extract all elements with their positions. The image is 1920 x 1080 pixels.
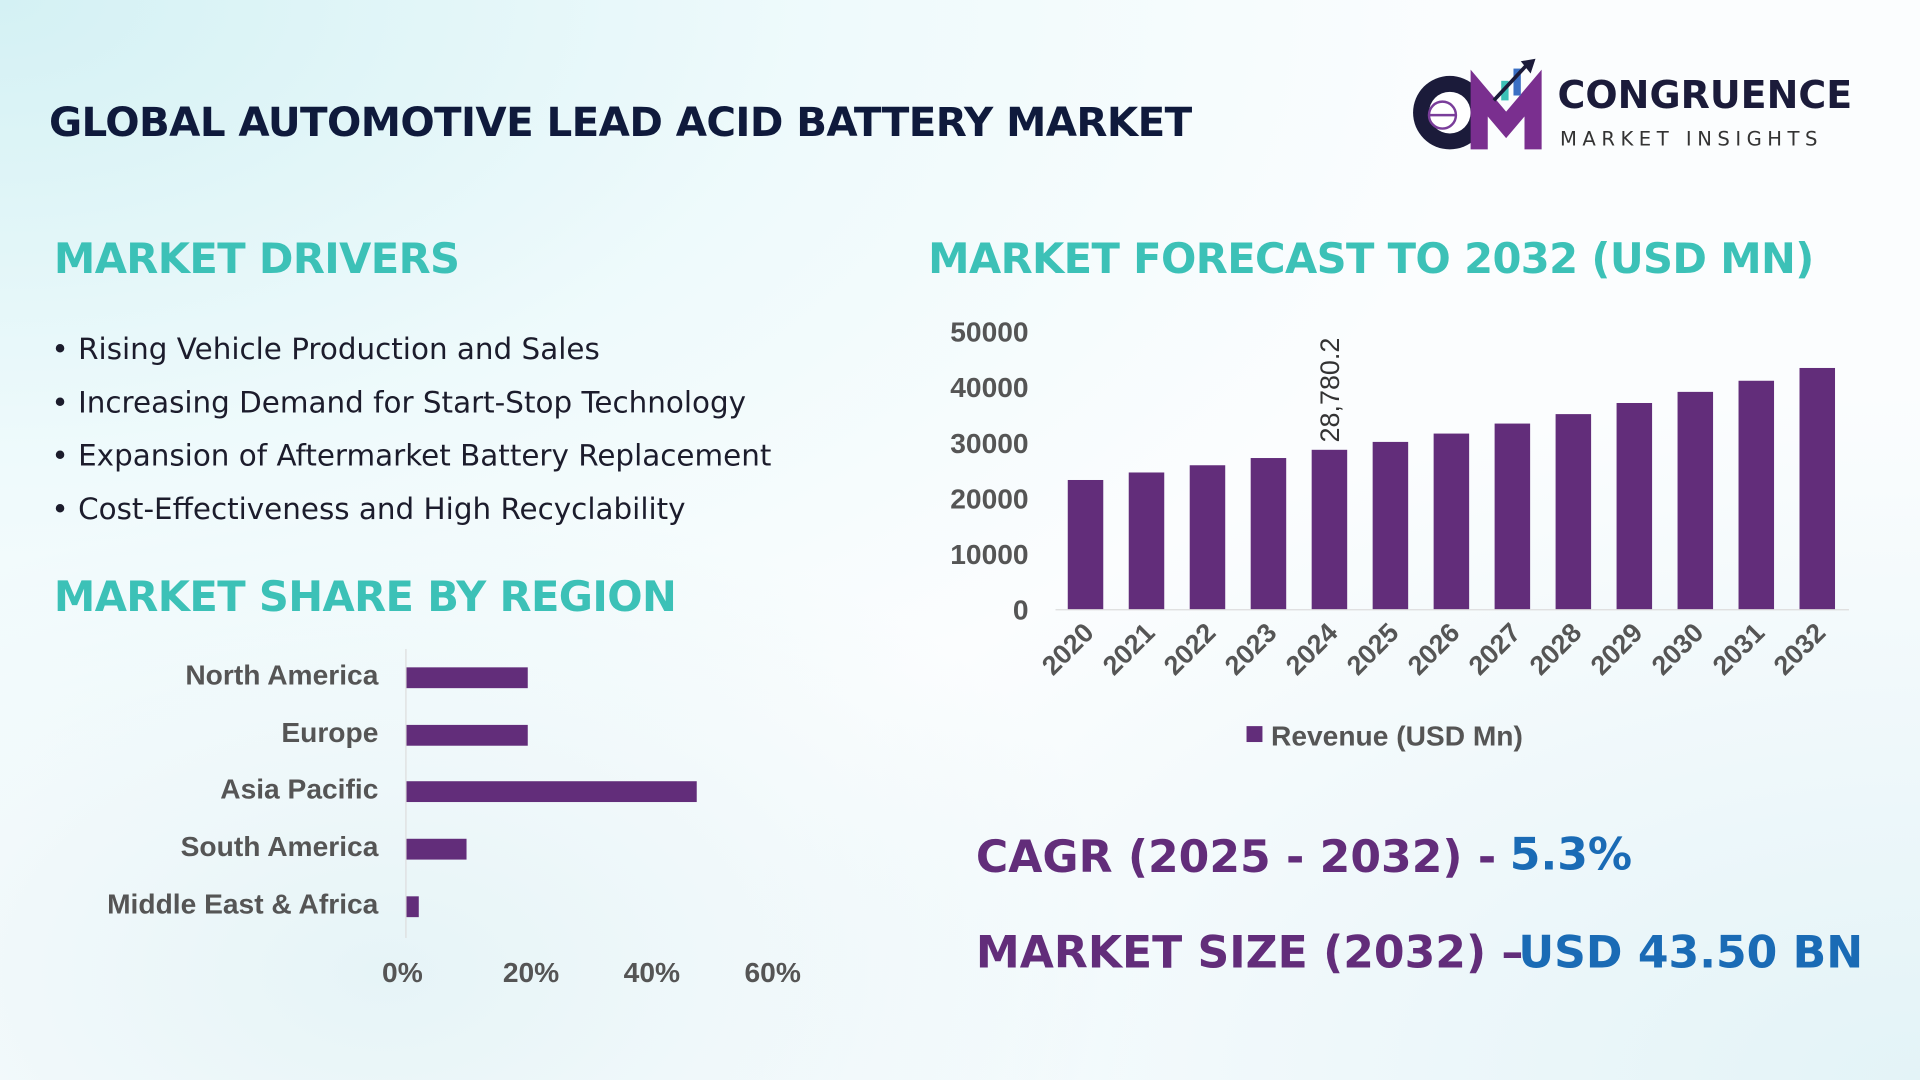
bar-2022 — [1189, 465, 1226, 610]
driver-item: • Rising Vehicle Production and Sales — [51, 331, 600, 367]
region-label: South America — [180, 830, 379, 863]
x-tick-label: 2032 — [1768, 617, 1832, 681]
x-tick-label: 2028 — [1524, 617, 1588, 681]
y-axis-line — [405, 648, 407, 938]
logo-tagline: MARKET INSIGHTS — [1560, 127, 1823, 151]
x-tick-label: 2023 — [1219, 617, 1283, 681]
page-title: GLOBAL AUTOMOTIVE LEAD ACID BATTERY MARK… — [48, 97, 1192, 146]
cagr-label: CAGR (2025 - 2032) - — [975, 832, 1497, 883]
forecast-title: MARKET FORECAST TO 2032 (USD MN) — [928, 235, 1814, 285]
x-tick-label: 2025 — [1341, 617, 1405, 681]
region-label: Middle East & Africa — [107, 887, 379, 920]
driver-item: • Increasing Demand for Start-Stop Techn… — [51, 385, 747, 420]
driver-item: • Cost-Effectiveness and High Recyclabil… — [51, 492, 686, 527]
bar-region — [406, 838, 467, 860]
bar-2026 — [1433, 433, 1470, 610]
legend-swatch — [1246, 726, 1263, 743]
x-tick-label: 2024 — [1280, 617, 1344, 681]
x-tick-label: 40% — [623, 956, 681, 989]
bar-2030 — [1677, 391, 1714, 610]
bar-2027 — [1494, 423, 1531, 610]
x-tick-label: 2030 — [1646, 617, 1710, 681]
x-tick-label: 2020 — [1036, 617, 1100, 681]
bar-region — [406, 896, 419, 918]
bar-2032 — [1799, 367, 1836, 610]
x-tick-label: 2031 — [1707, 617, 1771, 681]
x-tick-label: 60% — [744, 956, 801, 989]
x-tick-label: 2026 — [1402, 617, 1466, 681]
bar-2031 — [1738, 380, 1775, 610]
y-tick-label: 10000 — [950, 539, 1028, 570]
x-tick-label: 2027 — [1463, 617, 1527, 681]
x-tick-label: 2021 — [1097, 617, 1161, 681]
bar-2023 — [1250, 458, 1287, 610]
region-label: Europe — [281, 716, 379, 749]
region-title: MARKET SHARE BY REGION — [53, 573, 677, 623]
legend-label: Revenue (USD Mn) — [1271, 721, 1523, 752]
bar-region — [406, 667, 528, 689]
data-label: 28,780.2 — [1315, 338, 1345, 443]
logo: CONGRUENCE MARKET INSIGHTS — [1403, 56, 1868, 159]
y-tick-label: 0 — [1013, 595, 1029, 626]
y-tick-label: 40000 — [950, 372, 1028, 403]
cagr-value: 5.3% — [1509, 830, 1633, 881]
region-label: North America — [185, 658, 379, 691]
y-tick-label: 30000 — [950, 428, 1028, 459]
logo-mark-icon — [1413, 58, 1542, 150]
bar-region — [406, 724, 528, 746]
bar-2029 — [1616, 402, 1653, 610]
x-tick-label: 2022 — [1158, 617, 1222, 681]
bar-2025 — [1372, 441, 1409, 610]
x-tick-label: 2029 — [1585, 617, 1649, 681]
drivers-list: • Rising Vehicle Production and Sales • … — [51, 323, 771, 537]
x-tick-label: 20% — [502, 956, 560, 989]
region-label: Asia Pacific — [220, 772, 379, 805]
bar-region — [406, 781, 697, 803]
market-size-value: USD 43.50 BN — [1518, 928, 1864, 979]
x-tick-label: 0% — [382, 956, 423, 989]
bar-2028 — [1555, 414, 1592, 610]
y-tick-label: 20000 — [950, 483, 1028, 514]
bar-2024 — [1311, 449, 1348, 610]
driver-item: • Expansion of Aftermarket Battery Repla… — [51, 438, 772, 474]
drivers-title: MARKET DRIVERS — [53, 235, 460, 285]
logo-name: CONGRUENCE — [1557, 73, 1853, 118]
bar-2021 — [1128, 472, 1165, 610]
market-size-label: MARKET SIZE (2032) – — [975, 928, 1524, 979]
bar-2020 — [1067, 479, 1104, 610]
y-tick-label: 50000 — [950, 317, 1028, 348]
